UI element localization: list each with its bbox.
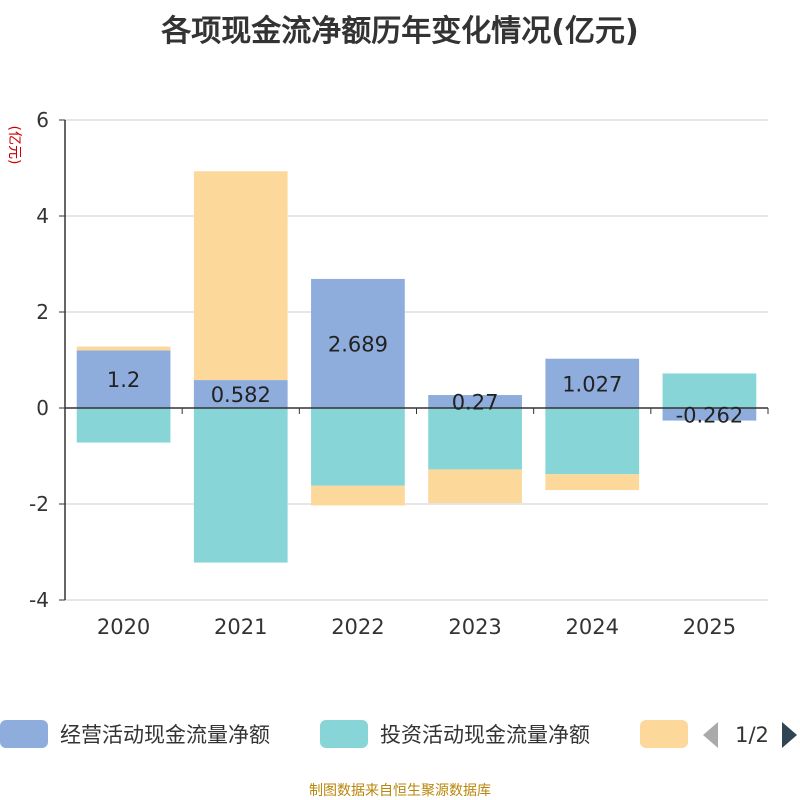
y-axis-label: (亿元) bbox=[6, 126, 22, 165]
bar-2-2023 bbox=[428, 408, 522, 470]
legend-next-icon bbox=[782, 722, 797, 748]
data-source-note: 制图数据来自恒生聚源数据库 bbox=[309, 783, 491, 799]
bar-2-2022 bbox=[311, 408, 405, 486]
bar-3-2023 bbox=[428, 469, 522, 504]
bar-1-2020 bbox=[76, 350, 171, 408]
x-tick-label: 2021 bbox=[214, 615, 267, 639]
x-tick-label: 2024 bbox=[566, 615, 619, 639]
legend-swatch-2 bbox=[320, 720, 368, 748]
data-label: 0.27 bbox=[452, 391, 499, 415]
x-tick-label: 2020 bbox=[97, 615, 150, 639]
y-tick-label: 6 bbox=[36, 108, 49, 132]
legend-swatch-1 bbox=[0, 720, 48, 748]
bar-2-2020 bbox=[76, 408, 171, 443]
y-tick-label: -4 bbox=[29, 588, 49, 612]
data-label: -0.262 bbox=[676, 403, 744, 427]
bar-3-2020 bbox=[76, 346, 171, 351]
data-label: 1.027 bbox=[562, 372, 622, 396]
x-tick-label: 2025 bbox=[683, 615, 736, 639]
data-label: 1.2 bbox=[107, 368, 140, 392]
y-tick-label: 0 bbox=[36, 396, 49, 420]
legend-page-indicator: 1/2 bbox=[735, 723, 769, 747]
bar-3-2021 bbox=[193, 171, 288, 381]
bar-2-2021 bbox=[193, 408, 288, 563]
x-tick-label: 2022 bbox=[331, 615, 384, 639]
bar-1-2023 bbox=[428, 395, 522, 408]
bar-1-2025 bbox=[662, 408, 757, 421]
y-tick-label: 4 bbox=[36, 204, 49, 228]
data-label: 0.582 bbox=[211, 383, 271, 407]
legend-swatch-3 bbox=[640, 720, 688, 748]
x-tick-label: 2023 bbox=[448, 615, 501, 639]
data-label: 2.689 bbox=[328, 332, 388, 356]
legend-label-1: 经营活动现金流量净额 bbox=[60, 723, 270, 747]
legend-label-2: 投资活动现金流量净额 bbox=[380, 723, 590, 747]
bar-3-2024 bbox=[545, 474, 640, 491]
bar-2-2025 bbox=[662, 373, 757, 408]
bar-3-2022 bbox=[311, 485, 405, 506]
y-tick-label: -2 bbox=[29, 492, 49, 516]
bar-2-2024 bbox=[545, 408, 640, 475]
bar-1-2021 bbox=[193, 380, 288, 408]
chart-title: 各项现金流净额历年变化情况(亿元) bbox=[161, 14, 639, 49]
bar-1-2022 bbox=[311, 278, 405, 408]
legend-prev-icon bbox=[703, 722, 718, 748]
y-tick-label: 2 bbox=[36, 300, 49, 324]
bar-1-2024 bbox=[545, 358, 640, 408]
